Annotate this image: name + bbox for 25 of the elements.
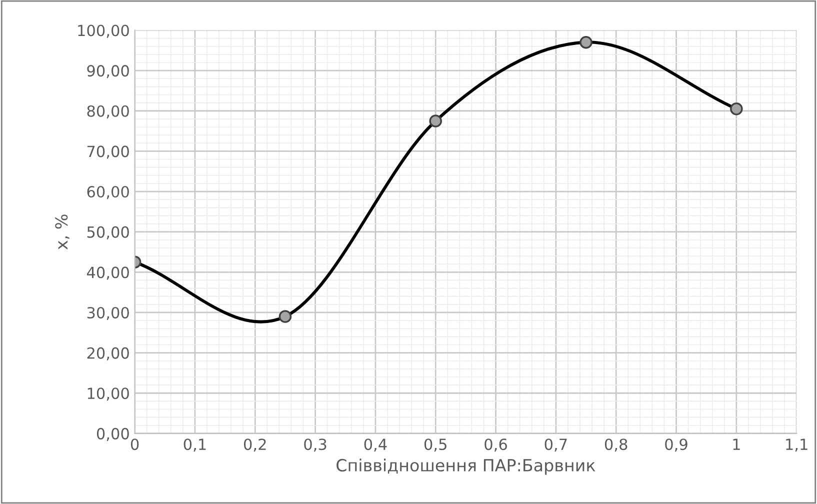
y-tick-label: 80,00 — [87, 105, 129, 118]
x-tick-label: 0,8 — [604, 438, 628, 452]
x-tick-label: 0,2 — [244, 438, 266, 452]
x-tick-label: 0,4 — [364, 438, 387, 452]
y-tick-label: 70,00 — [87, 146, 129, 159]
y-tick-label: 20,00 — [87, 347, 129, 360]
y-axis-title: x, % — [55, 214, 70, 250]
y-tick-label: 0,00 — [96, 428, 129, 442]
y-tick-label: 90,00 — [87, 65, 129, 78]
x-tick-label: 0 — [130, 438, 139, 450]
x-tick-label: 0,6 — [484, 438, 507, 452]
y-tick-label: 50,00 — [87, 226, 129, 240]
y-tick-label: 30,00 — [87, 306, 129, 320]
x-tick-label: 0,7 — [544, 438, 567, 452]
y-tick-label: 60,00 — [87, 186, 129, 200]
x-tick-label: 0,5 — [424, 438, 446, 452]
x-tick-label: 1 — [733, 438, 740, 450]
y-tick-label: 10,00 — [88, 388, 129, 401]
y-tick-label: 100,00 — [78, 24, 129, 38]
x-tick-label: 0,3 — [304, 438, 326, 452]
x-axis-title: Співвідношення ПАР:Барвник — [336, 458, 596, 475]
x-tick-label: 1,1 — [786, 438, 808, 452]
y-tick-label: 40,00 — [86, 266, 129, 280]
x-tick-label: 0,1 — [184, 438, 206, 452]
x-tick-label: 0,9 — [665, 438, 688, 452]
